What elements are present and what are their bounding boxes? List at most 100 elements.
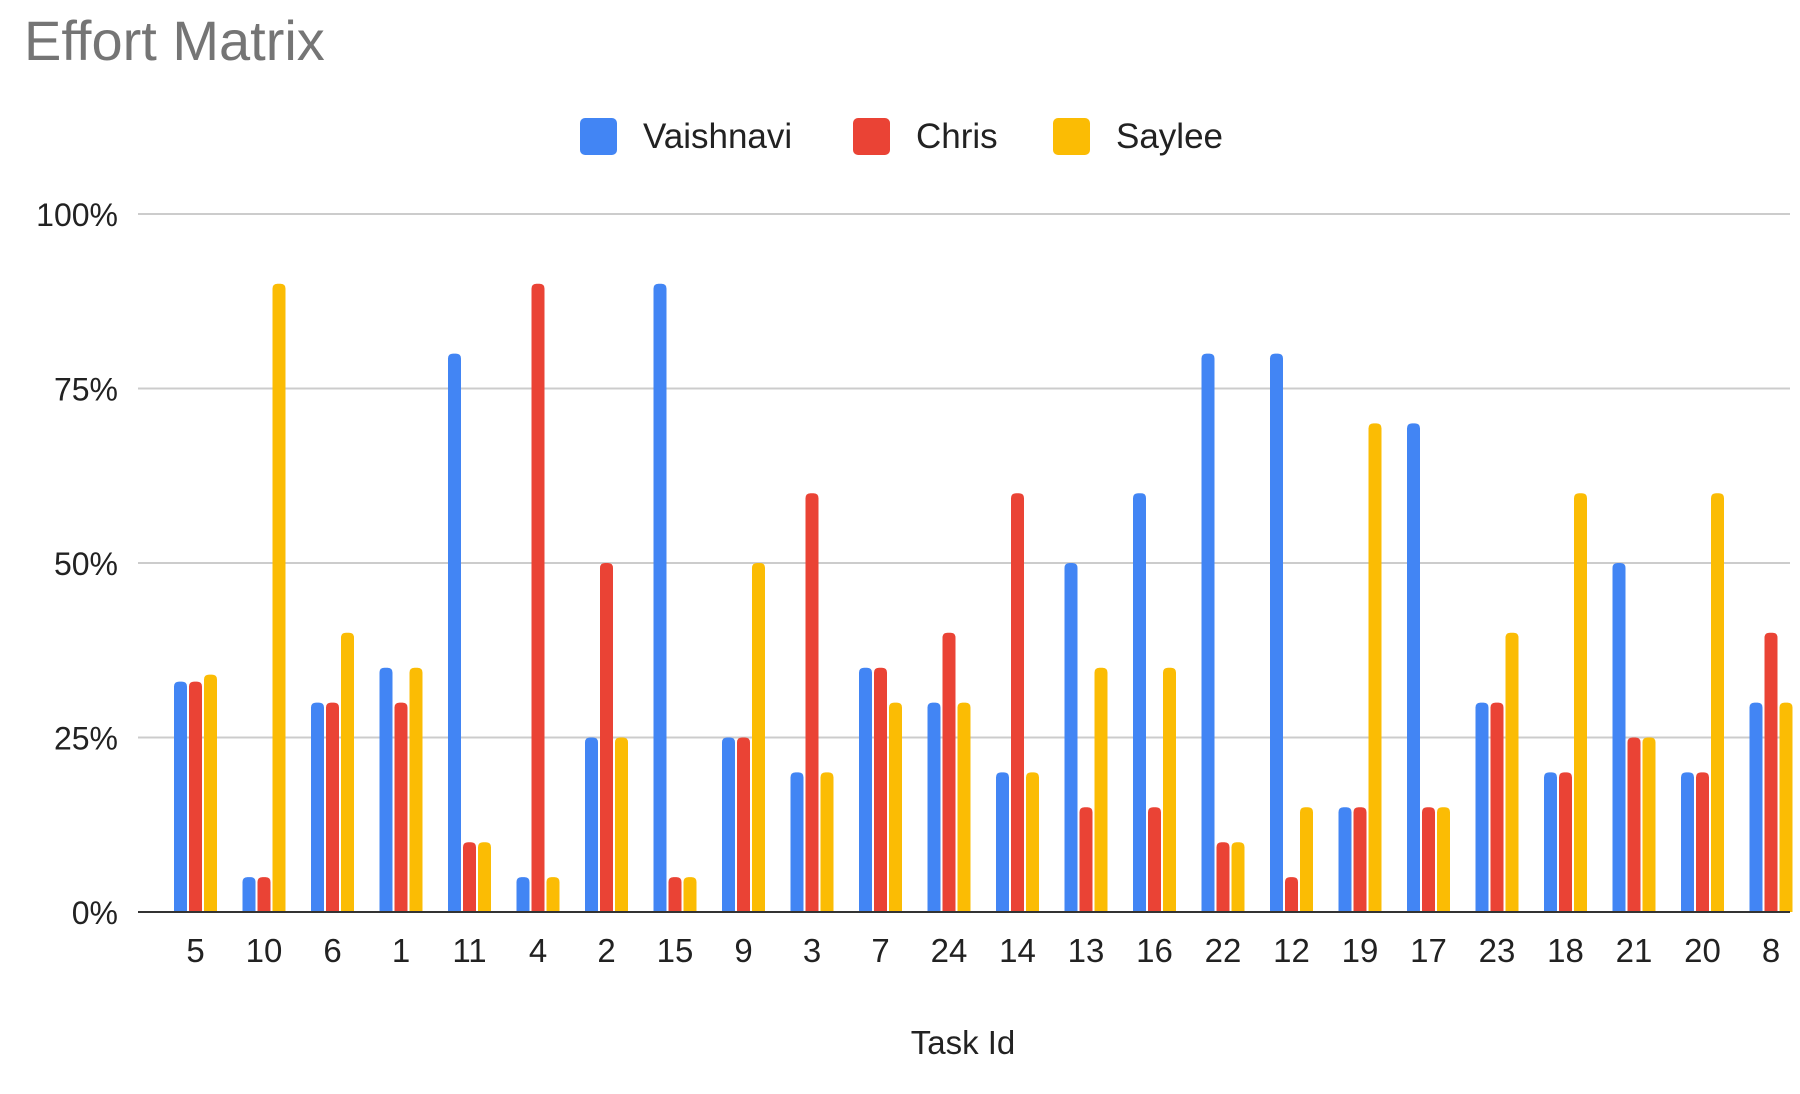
x-tick-label: 13 xyxy=(1068,932,1105,969)
bar-saylee-task-3 xyxy=(820,772,834,912)
x-tick-label: 10 xyxy=(246,932,283,969)
bar-saylee-task-2 xyxy=(615,737,628,912)
x-tick-label: 23 xyxy=(1479,932,1516,969)
x-tick-label: 12 xyxy=(1273,932,1310,969)
legend-label-chris: Chris xyxy=(916,117,998,156)
bar-saylee-task-17 xyxy=(1437,807,1450,912)
bar-vaishnavi-task-11 xyxy=(448,353,461,913)
bar-saylee-task-13 xyxy=(1094,667,1108,912)
legend-swatch-chris xyxy=(853,118,890,155)
bar-chris-task-10 xyxy=(257,877,271,912)
x-tick-label: 2 xyxy=(597,932,615,969)
chart-title: Effort Matrix xyxy=(24,9,325,72)
bar-chris-task-5 xyxy=(189,681,202,912)
bar-chris-task-19 xyxy=(1353,807,1367,912)
bar-vaishnavi-task-23 xyxy=(1475,702,1489,912)
x-tick-label: 15 xyxy=(657,932,694,969)
x-tick-label: 8 xyxy=(1762,932,1780,969)
x-tick-label: 1 xyxy=(392,932,410,969)
bar-saylee-task-10 xyxy=(272,283,286,912)
bar-vaishnavi-task-14 xyxy=(996,772,1009,912)
bar-chris-task-4 xyxy=(531,283,545,912)
bar-saylee-task-22 xyxy=(1231,842,1245,912)
bar-vaishnavi-task-5 xyxy=(174,681,187,912)
bar-chris-task-16 xyxy=(1148,807,1161,912)
bar-chris-task-23 xyxy=(1490,702,1504,912)
y-tick-label: 0% xyxy=(72,895,118,931)
x-axis-ticks: 5 10 6 1 11 4 2 15 9 3 7 24 14 13 16 22 12 19 17 23 18 21 20 8 xyxy=(186,932,1780,969)
x-tick-label: 19 xyxy=(1342,932,1379,969)
bar-vaishnavi-task-15 xyxy=(653,283,667,912)
x-tick-label: 24 xyxy=(931,932,968,969)
x-tick-label: 11 xyxy=(452,932,486,969)
bar-saylee-task-5 xyxy=(204,674,217,912)
bar-chris-task-6 xyxy=(326,702,339,912)
bar-chris-task-11 xyxy=(463,842,476,912)
bar-vaishnavi-task-7 xyxy=(859,667,872,912)
x-tick-label: 9 xyxy=(734,932,752,969)
bar-saylee-task-23 xyxy=(1505,632,1519,912)
x-tick-label: 4 xyxy=(529,932,547,969)
bar-vaishnavi-task-16 xyxy=(1133,493,1146,912)
bar-saylee-task-12 xyxy=(1300,807,1313,912)
bar-vaishnavi-task-21 xyxy=(1612,563,1626,912)
bar-chris-task-3 xyxy=(805,493,819,912)
bar-saylee-task-8 xyxy=(1779,702,1793,912)
bar-chris-task-2 xyxy=(600,563,613,912)
bar-saylee-task-19 xyxy=(1368,423,1382,912)
bar-chris-task-24 xyxy=(942,632,956,912)
bar-vaishnavi-task-8 xyxy=(1749,702,1763,912)
bar-saylee-task-21 xyxy=(1642,737,1656,912)
bar-chris-task-22 xyxy=(1216,842,1230,912)
bar-vaishnavi-task-17 xyxy=(1407,423,1420,912)
bar-saylee-task-14 xyxy=(1026,772,1039,912)
legend: Vaishnavi Chris Saylee xyxy=(580,117,1223,156)
bar-chris-task-20 xyxy=(1696,772,1709,912)
y-axis-ticks: 0% 25% 50% 75% 100% xyxy=(36,197,118,931)
bar-saylee-task-7 xyxy=(889,702,902,912)
x-tick-label: 16 xyxy=(1136,932,1173,969)
bar-chris-task-15 xyxy=(668,877,682,912)
bar-chris-task-8 xyxy=(1764,632,1778,912)
bar-vaishnavi-task-10 xyxy=(242,877,256,912)
bars xyxy=(174,283,1793,913)
bar-saylee-task-16 xyxy=(1163,667,1176,912)
y-tick-label: 100% xyxy=(36,197,118,233)
bar-chris-task-18 xyxy=(1559,772,1572,912)
x-tick-label: 7 xyxy=(871,932,889,969)
bar-vaishnavi-task-18 xyxy=(1544,772,1557,912)
bar-vaishnavi-task-19 xyxy=(1338,807,1352,912)
x-tick-label: 17 xyxy=(1410,932,1447,969)
bar-saylee-task-15 xyxy=(683,877,697,912)
x-tick-label: 6 xyxy=(323,932,341,969)
bar-saylee-task-6 xyxy=(341,632,354,912)
bar-chris-task-1 xyxy=(394,702,408,912)
bar-vaishnavi-task-22 xyxy=(1201,353,1215,913)
legend-label-vaishnavi: Vaishnavi xyxy=(643,117,792,156)
x-tick-label: 14 xyxy=(999,932,1036,969)
bar-vaishnavi-task-24 xyxy=(927,702,941,912)
bar-chris-task-12 xyxy=(1285,877,1298,912)
bar-vaishnavi-task-3 xyxy=(790,772,804,912)
bar-chris-task-9 xyxy=(737,737,750,912)
bar-saylee-task-11 xyxy=(478,842,491,912)
bar-saylee-task-9 xyxy=(752,563,765,912)
y-tick-label: 50% xyxy=(54,546,118,582)
bar-saylee-task-1 xyxy=(409,667,423,912)
bar-chris-task-17 xyxy=(1422,807,1435,912)
bar-saylee-task-24 xyxy=(957,702,971,912)
x-tick-label: 5 xyxy=(186,932,204,969)
x-axis-title: Task Id xyxy=(911,1024,1016,1061)
bar-chris-task-14 xyxy=(1011,493,1024,912)
bar-chris-task-21 xyxy=(1627,737,1641,912)
bar-vaishnavi-task-12 xyxy=(1270,353,1283,913)
x-tick-label: 20 xyxy=(1684,932,1721,969)
x-tick-label: 18 xyxy=(1547,932,1584,969)
bar-vaishnavi-task-6 xyxy=(311,702,324,912)
bar-vaishnavi-task-20 xyxy=(1681,772,1694,912)
bar-vaishnavi-task-13 xyxy=(1064,563,1078,912)
legend-swatch-saylee xyxy=(1053,118,1090,155)
y-tick-label: 75% xyxy=(54,372,118,408)
